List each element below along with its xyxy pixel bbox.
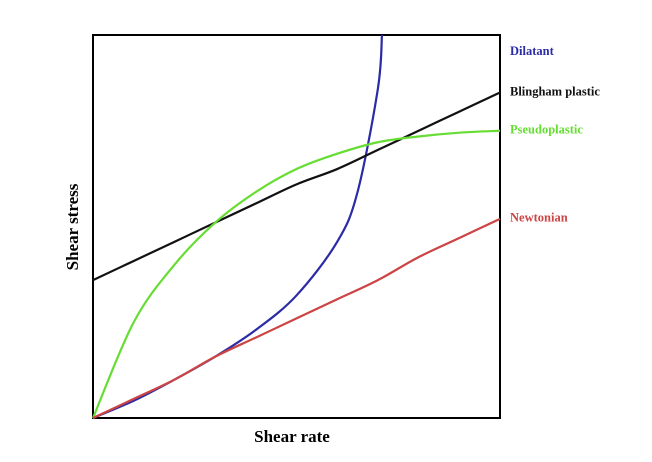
legend-label: Blingham plastic bbox=[510, 84, 600, 98]
x-axis-label: Shear rate bbox=[254, 427, 330, 446]
legend-label: Newtonian bbox=[510, 211, 568, 225]
legend-label: Pseudoplastic bbox=[510, 123, 583, 137]
series-line bbox=[91, 129, 501, 419]
y-axis-label: Shear stress bbox=[63, 183, 82, 270]
plot-frame bbox=[92, 34, 501, 419]
legend-label: Dilatant bbox=[510, 44, 555, 58]
series-line bbox=[92, 217, 501, 419]
series-line bbox=[92, 91, 501, 282]
